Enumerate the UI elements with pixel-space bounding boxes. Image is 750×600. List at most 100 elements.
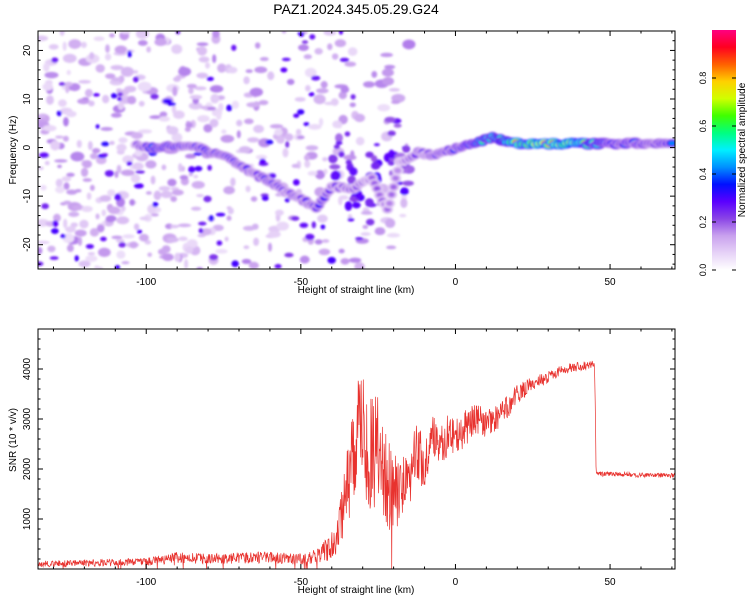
spectrogram-streak [345, 159, 352, 165]
spectrogram-speckle [38, 261, 44, 267]
spectrogram-speckle [203, 195, 212, 203]
spectrogram-speckle [349, 102, 356, 108]
spectrogram-streak [349, 167, 358, 176]
spectrogram-speckle [305, 145, 319, 151]
spectrogram-speckle [74, 189, 82, 193]
spectrogram-streak [331, 170, 341, 181]
spectrogram-speckle [174, 252, 181, 262]
spectrogram-speckle [78, 260, 91, 268]
colorbar-gradient [712, 30, 736, 270]
spectrogram-speckle [92, 148, 101, 154]
spectrogram-speckle [41, 203, 49, 210]
x-tick-label: -50 [294, 277, 309, 288]
spectrogram-speckle [169, 224, 180, 229]
spectrogram-speckle [246, 102, 261, 108]
spectrogram-speckle [276, 136, 285, 144]
spectrogram-speckle [281, 57, 291, 62]
spectrogram-speckle [303, 154, 310, 161]
spectrogram-speckle [178, 236, 188, 242]
spectrogram-speckle [50, 140, 60, 151]
spectrogram-speckle [171, 189, 184, 196]
spectrogram-speckle [116, 216, 130, 225]
spectrogram-speckle [154, 38, 167, 46]
spectrogram-speckle [284, 197, 290, 203]
colorbar-tick-label: 0.4 [698, 168, 708, 181]
spectrogram-speckle [133, 183, 144, 189]
spectrogram-speckle [209, 254, 219, 261]
spectrogram-speckle [212, 31, 220, 38]
spectrogram-speckle [57, 99, 67, 107]
spectrogram-speckle [110, 112, 122, 118]
spectrogram-speckle [331, 53, 339, 60]
spectrogram-y-ticks: -20 -10 0 10 20 [22, 30, 675, 265]
spectrogram-speckle [344, 131, 351, 137]
spectrogram-speckle [340, 86, 350, 93]
spectrogram-speckle [223, 186, 235, 195]
colorbar-tick-label: 0.2 [698, 216, 708, 229]
spectrogram-speckle [105, 73, 116, 79]
spectrogram-speckle [100, 236, 107, 242]
spectrogram-speckle [129, 241, 138, 249]
spectrogram-speckle [86, 192, 92, 200]
spectrogram-speckle [63, 117, 69, 127]
spectrogram-speckle [161, 164, 167, 171]
spectrogram-speckle [85, 255, 98, 262]
spectrogram-streak [328, 154, 338, 164]
spectrogram-speckle [132, 162, 144, 171]
spectrogram-speckle [243, 245, 250, 250]
snr-y-axis-label: SNR (10 * v/v) [8, 408, 19, 472]
spectrogram-speckle [188, 166, 196, 174]
spectrogram-speckle [314, 239, 323, 245]
spectrogram-speckle [152, 201, 159, 208]
spectrogram-speckle [184, 246, 194, 254]
spectrogram-speckle [296, 135, 305, 140]
spectrogram-speckle [245, 185, 251, 193]
spectrogram-speckle [118, 137, 128, 144]
spectrogram-speckle [95, 64, 105, 73]
snr-x-ticks: -100 -50 0 50 [52, 329, 673, 588]
spectrogram-speckle [47, 245, 56, 253]
spectrogram-speckle [146, 46, 151, 53]
spectrogram-speckle [274, 264, 282, 269]
spectrogram-speckle [210, 93, 220, 104]
spectrogram-speckle [340, 258, 350, 265]
spectrogram-speckle [166, 126, 179, 135]
spectrogram-speckle [236, 119, 243, 127]
spectrogram-ridge-cell [374, 186, 380, 191]
y-tick-label: 20 [22, 44, 33, 56]
spectrogram-speckle [322, 157, 328, 162]
spectrogram-speckle [107, 189, 116, 197]
spectrogram-speckle [197, 46, 208, 56]
spectrogram-speckle [304, 67, 317, 78]
spectrogram-speckle [173, 110, 185, 120]
spectrogram-speckle [76, 139, 82, 148]
spectrogram-speckle [243, 76, 250, 85]
spectrogram-speckle [89, 184, 95, 191]
spectrogram-speckle [382, 76, 395, 86]
spectrogram-ridge-cell [668, 140, 675, 146]
spectrogram-speckle [203, 123, 213, 133]
spectrogram-speckle [150, 93, 159, 100]
spectrogram-speckle [50, 228, 59, 234]
spectrogram-speckle [298, 44, 309, 51]
spectrogram-speckle [186, 121, 191, 125]
spectrogram-ridge-cell [392, 175, 399, 181]
spectrogram-speckle [320, 224, 326, 230]
spectrogram-speckle [92, 93, 100, 97]
spectrogram-speckle [386, 233, 401, 238]
spectrogram-speckle [99, 195, 112, 202]
spectrogram-speckle [267, 242, 272, 252]
spectrogram-speckle [54, 159, 68, 163]
spectrogram-y-axis-label: Frequency (Hz) [8, 116, 19, 185]
y-tick-label: 2000 [22, 457, 33, 480]
spectrogram-speckle [89, 52, 95, 60]
spectrogram-speckle [327, 256, 336, 264]
spectrogram-speckle [162, 98, 173, 104]
spectrogram-speckle [185, 153, 197, 159]
spectrogram-speckle [105, 215, 117, 222]
spectrogram-speckle [97, 247, 111, 258]
spectrogram-speckle [301, 40, 309, 44]
spectrogram-speckle [127, 95, 137, 105]
colorbar-ticks: 0.0 0.2 0.4 0.6 0.8 [698, 72, 736, 276]
spectrogram-speckle [132, 76, 139, 83]
